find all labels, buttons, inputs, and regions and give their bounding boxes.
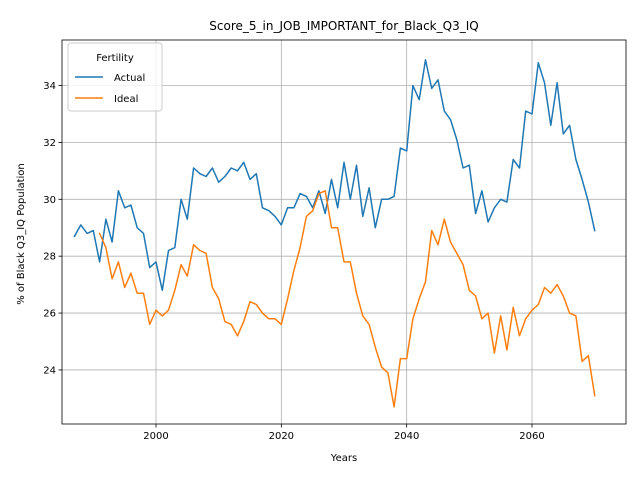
x-tick-label: 2020 xyxy=(269,431,294,442)
grid-lines xyxy=(62,40,626,424)
series-line-ideal xyxy=(98,190,596,408)
y-tick-label: 28 xyxy=(43,252,56,263)
legend: Fertility Actual Ideal xyxy=(67,42,163,112)
y-tick-label: 30 xyxy=(43,195,56,206)
legend-label-ideal: Ideal xyxy=(114,94,138,105)
y-tick-label: 32 xyxy=(43,138,56,149)
x-tick-label: 2060 xyxy=(519,431,544,442)
x-tick-label: 2040 xyxy=(394,431,419,442)
y-tick-label: 26 xyxy=(43,309,56,320)
x-axis-label: Years xyxy=(330,453,357,464)
plot-frame xyxy=(61,39,627,425)
series-lines xyxy=(73,59,596,408)
y-tick-label: 34 xyxy=(43,81,56,92)
y-axis-label: % of Black Q3_IQ Population xyxy=(16,163,27,305)
legend-label-actual: Actual xyxy=(114,73,145,84)
x-axis: 2000 2020 2040 2060 xyxy=(143,424,545,442)
chart-title: Score_5_in_JOB_IMPORTANT_for_Black_Q3_IQ xyxy=(209,19,478,33)
series-line-actual xyxy=(73,59,596,292)
legend-title: Fertility xyxy=(96,53,134,64)
x-tick-label: 2000 xyxy=(143,431,168,442)
y-tick-label: 24 xyxy=(43,365,56,376)
legend-box xyxy=(67,42,163,112)
y-axis: 24 26 28 30 32 34 xyxy=(43,81,62,376)
